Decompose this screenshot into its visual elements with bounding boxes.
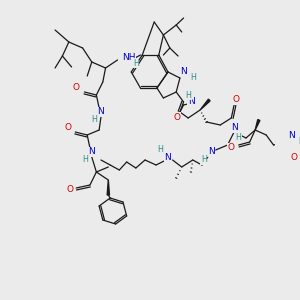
Text: N: N bbox=[208, 148, 214, 157]
Text: N: N bbox=[188, 98, 195, 106]
Text: N: N bbox=[88, 148, 95, 157]
Text: O: O bbox=[66, 185, 73, 194]
Text: NH: NH bbox=[122, 52, 136, 62]
Text: H: H bbox=[82, 155, 88, 164]
Text: H: H bbox=[185, 91, 191, 100]
Text: O: O bbox=[174, 112, 181, 122]
Text: N: N bbox=[231, 124, 237, 133]
Text: H: H bbox=[92, 116, 98, 124]
Text: H: H bbox=[133, 58, 139, 68]
Text: N: N bbox=[289, 130, 295, 140]
Text: O: O bbox=[290, 152, 297, 161]
Polygon shape bbox=[107, 180, 110, 195]
Text: H: H bbox=[190, 74, 196, 82]
Text: O: O bbox=[232, 95, 239, 104]
Text: N: N bbox=[180, 68, 187, 76]
Text: N: N bbox=[165, 152, 171, 161]
Text: H: H bbox=[201, 155, 207, 164]
Polygon shape bbox=[200, 99, 210, 110]
Polygon shape bbox=[255, 119, 260, 130]
Text: H: H bbox=[158, 146, 164, 154]
Text: H: H bbox=[236, 133, 242, 142]
Text: O: O bbox=[64, 124, 71, 133]
Text: O: O bbox=[228, 143, 235, 152]
Text: O: O bbox=[73, 83, 80, 92]
Text: N: N bbox=[98, 107, 104, 116]
Text: H: H bbox=[298, 137, 300, 146]
